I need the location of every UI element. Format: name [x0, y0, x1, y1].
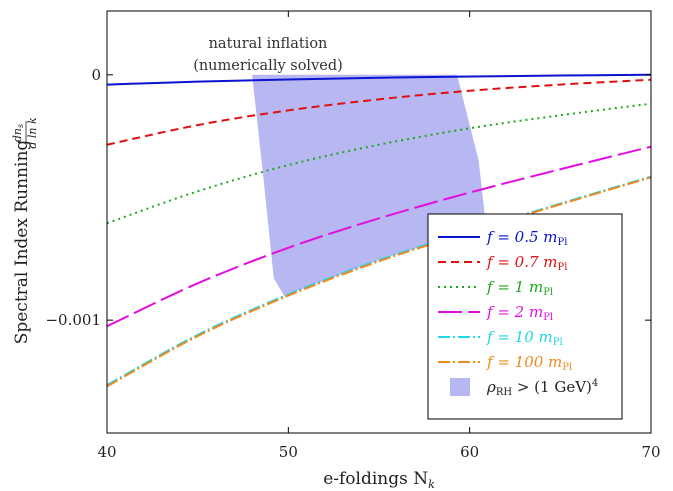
x-tick-label: 50	[279, 443, 298, 461]
y-tick-label: 0	[91, 66, 101, 84]
legend-label-5: f = 10 mPl	[486, 328, 563, 348]
series-line-2	[107, 78, 651, 146]
legend-label-6: f = 100 mPl	[486, 353, 572, 373]
x-tick-label: 70	[641, 443, 660, 461]
plot-frame	[106, 10, 652, 434]
annotation-line-2: (numerically solved)	[193, 58, 343, 74]
x-axis-label: e-foldings Nk	[323, 469, 435, 491]
legend-label-3: f = 1 mPl	[486, 278, 553, 298]
x-axis-label-subscript: k	[428, 478, 435, 491]
y-axis-label: Spectral Index Running dns d ln k	[11, 117, 39, 344]
x-tick-label: 40	[97, 443, 116, 461]
legend-label-2: f = 0.7 mPl	[486, 253, 567, 273]
y-axis-label-numerator: dns	[11, 124, 25, 142]
legend: f = 0.5 mPl f = 0.7 mPl f = 1 mPl f = 2 mPl…	[427, 213, 623, 420]
annotation-line-1: natural inflation	[209, 36, 328, 52]
y-tick-label: −0.001	[45, 311, 101, 329]
series-line-4	[107, 145, 651, 328]
legend-swatch-region	[450, 378, 470, 396]
legend-label-region: ρRH > (1 GeV)4	[486, 378, 598, 398]
legend-label-4: f = 2 mPl	[486, 303, 553, 323]
series-line-3	[107, 102, 651, 225]
series-line-1	[107, 73, 651, 86]
legend-label-1: f = 0.5 mPl	[486, 228, 567, 248]
series-line-6	[107, 176, 651, 388]
y-axis-label-denominator: d ln k	[26, 117, 39, 149]
y-axis-label-text: Spectral Index Running	[12, 140, 32, 345]
x-tick-label: 60	[460, 443, 479, 461]
